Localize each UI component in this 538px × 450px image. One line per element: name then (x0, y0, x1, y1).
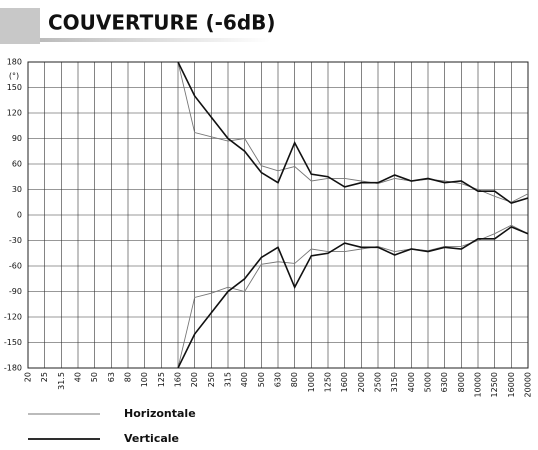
x-tick-label: 250 (207, 372, 216, 387)
x-tick-label: 315 (224, 372, 233, 387)
x-tick-label: 5000 (424, 372, 433, 392)
x-tick-label: 800 (290, 372, 299, 387)
x-tick-label: 1250 (324, 372, 333, 392)
legend-label: Verticale (124, 432, 179, 445)
chart-title: COUVERTURE (-6dB) (48, 11, 276, 35)
y-tick-label: 120 (7, 109, 22, 118)
x-tick-label: 8000 (457, 372, 466, 392)
y-axis-label: (°) (9, 72, 19, 81)
header-block (0, 8, 40, 44)
x-tick-label: 12500 (490, 372, 499, 397)
x-tick-label: 125 (157, 372, 166, 387)
y-tick-label: -60 (9, 262, 22, 271)
y-tick-label: -180 (4, 364, 22, 373)
x-tick-label: 25 (40, 372, 49, 382)
x-tick-label: 1600 (340, 372, 349, 392)
x-tick-label: 4000 (407, 372, 416, 392)
x-tick-label: 2500 (374, 372, 383, 392)
x-tick-label: 10000 (474, 372, 483, 397)
x-tick-label: 31.5 (57, 372, 66, 390)
header-rule (40, 38, 270, 42)
series-line (177, 62, 528, 204)
x-tick-label: 80 (124, 372, 133, 382)
y-tick-label: -90 (9, 287, 22, 296)
x-tick-label: 500 (257, 372, 266, 387)
y-tick-label: 180 (7, 58, 22, 67)
x-tick-label: 2000 (357, 372, 366, 392)
x-tick-label: 6300 (440, 372, 449, 392)
series-line (177, 225, 528, 368)
y-tick-label: 0 (17, 211, 22, 220)
x-tick-label: 16000 (507, 372, 516, 397)
y-tick-label: -120 (4, 313, 22, 322)
x-tick-label: 630 (274, 372, 283, 387)
plot-frame (27, 61, 529, 369)
y-tick-label: 90 (12, 134, 22, 143)
x-tick-label: 400 (240, 372, 249, 387)
x-tick-label: 100 (140, 372, 149, 387)
x-tick-label: 40 (74, 372, 83, 382)
series-line (177, 224, 528, 368)
x-tick-label: 20 (24, 372, 33, 382)
x-tick-label: 63 (107, 372, 116, 382)
x-tick-label: 200 (190, 372, 199, 387)
y-tick-label: 30 (12, 185, 22, 194)
x-tick-label: 50 (90, 372, 99, 382)
y-tick-label: -30 (9, 236, 22, 245)
y-tick-label: -150 (4, 338, 22, 347)
x-tick-label: 1000 (307, 372, 316, 392)
x-tick-label: 20000 (524, 372, 533, 397)
y-tick-label: 60 (12, 160, 22, 169)
legend-label: Horizontale (124, 407, 196, 420)
x-tick-label: 3150 (390, 372, 399, 392)
series-line (177, 62, 528, 203)
y-tick-label: 150 (7, 83, 22, 92)
x-tick-label: 160 (174, 372, 183, 387)
